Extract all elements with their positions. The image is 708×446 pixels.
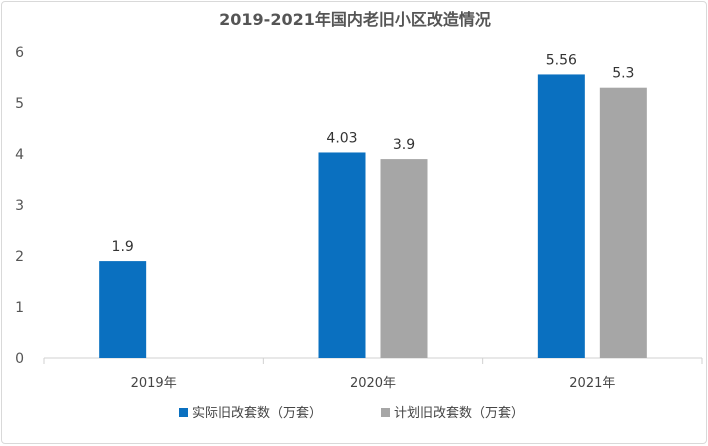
y-tick-label: 4 (15, 147, 24, 163)
bar (599, 87, 647, 358)
legend-swatch (179, 408, 188, 417)
x-category-label: 2021年 (569, 376, 615, 391)
chart-title: 2019-2021年国内老旧小区改造情况 (219, 10, 491, 29)
y-tick-label: 3 (15, 198, 24, 214)
y-tick-label: 1 (15, 300, 24, 316)
y-tick-label: 0 (15, 351, 24, 367)
data-label: 5.3 (612, 66, 634, 82)
bar (537, 74, 585, 358)
legend-label: 计划旧改套数（万套） (394, 405, 524, 421)
x-category-label: 2019年 (131, 376, 177, 391)
y-tick-label: 6 (15, 45, 24, 61)
y-tick-label: 5 (15, 96, 24, 112)
data-label: 1.9 (112, 239, 134, 255)
data-label: 4.03 (326, 130, 357, 146)
data-label: 5.56 (546, 52, 577, 68)
legend-swatch (381, 408, 390, 417)
legend-label: 实际旧改套数（万套） (192, 405, 322, 421)
legend: 实际旧改套数（万套） 计划旧改套数（万套） (179, 405, 524, 421)
y-tick-label: 2 (15, 249, 24, 265)
axes: 0 1 2 3 4 5 6 2019年 2020年 2021年 (15, 45, 703, 391)
bar (380, 159, 428, 358)
bar (318, 152, 366, 358)
data-labels: 1.9 4.03 3.9 5.56 5.3 (112, 52, 635, 255)
data-label: 3.9 (393, 137, 415, 153)
x-category-label: 2020年 (350, 376, 396, 391)
bars (99, 74, 647, 358)
bar (99, 261, 147, 358)
